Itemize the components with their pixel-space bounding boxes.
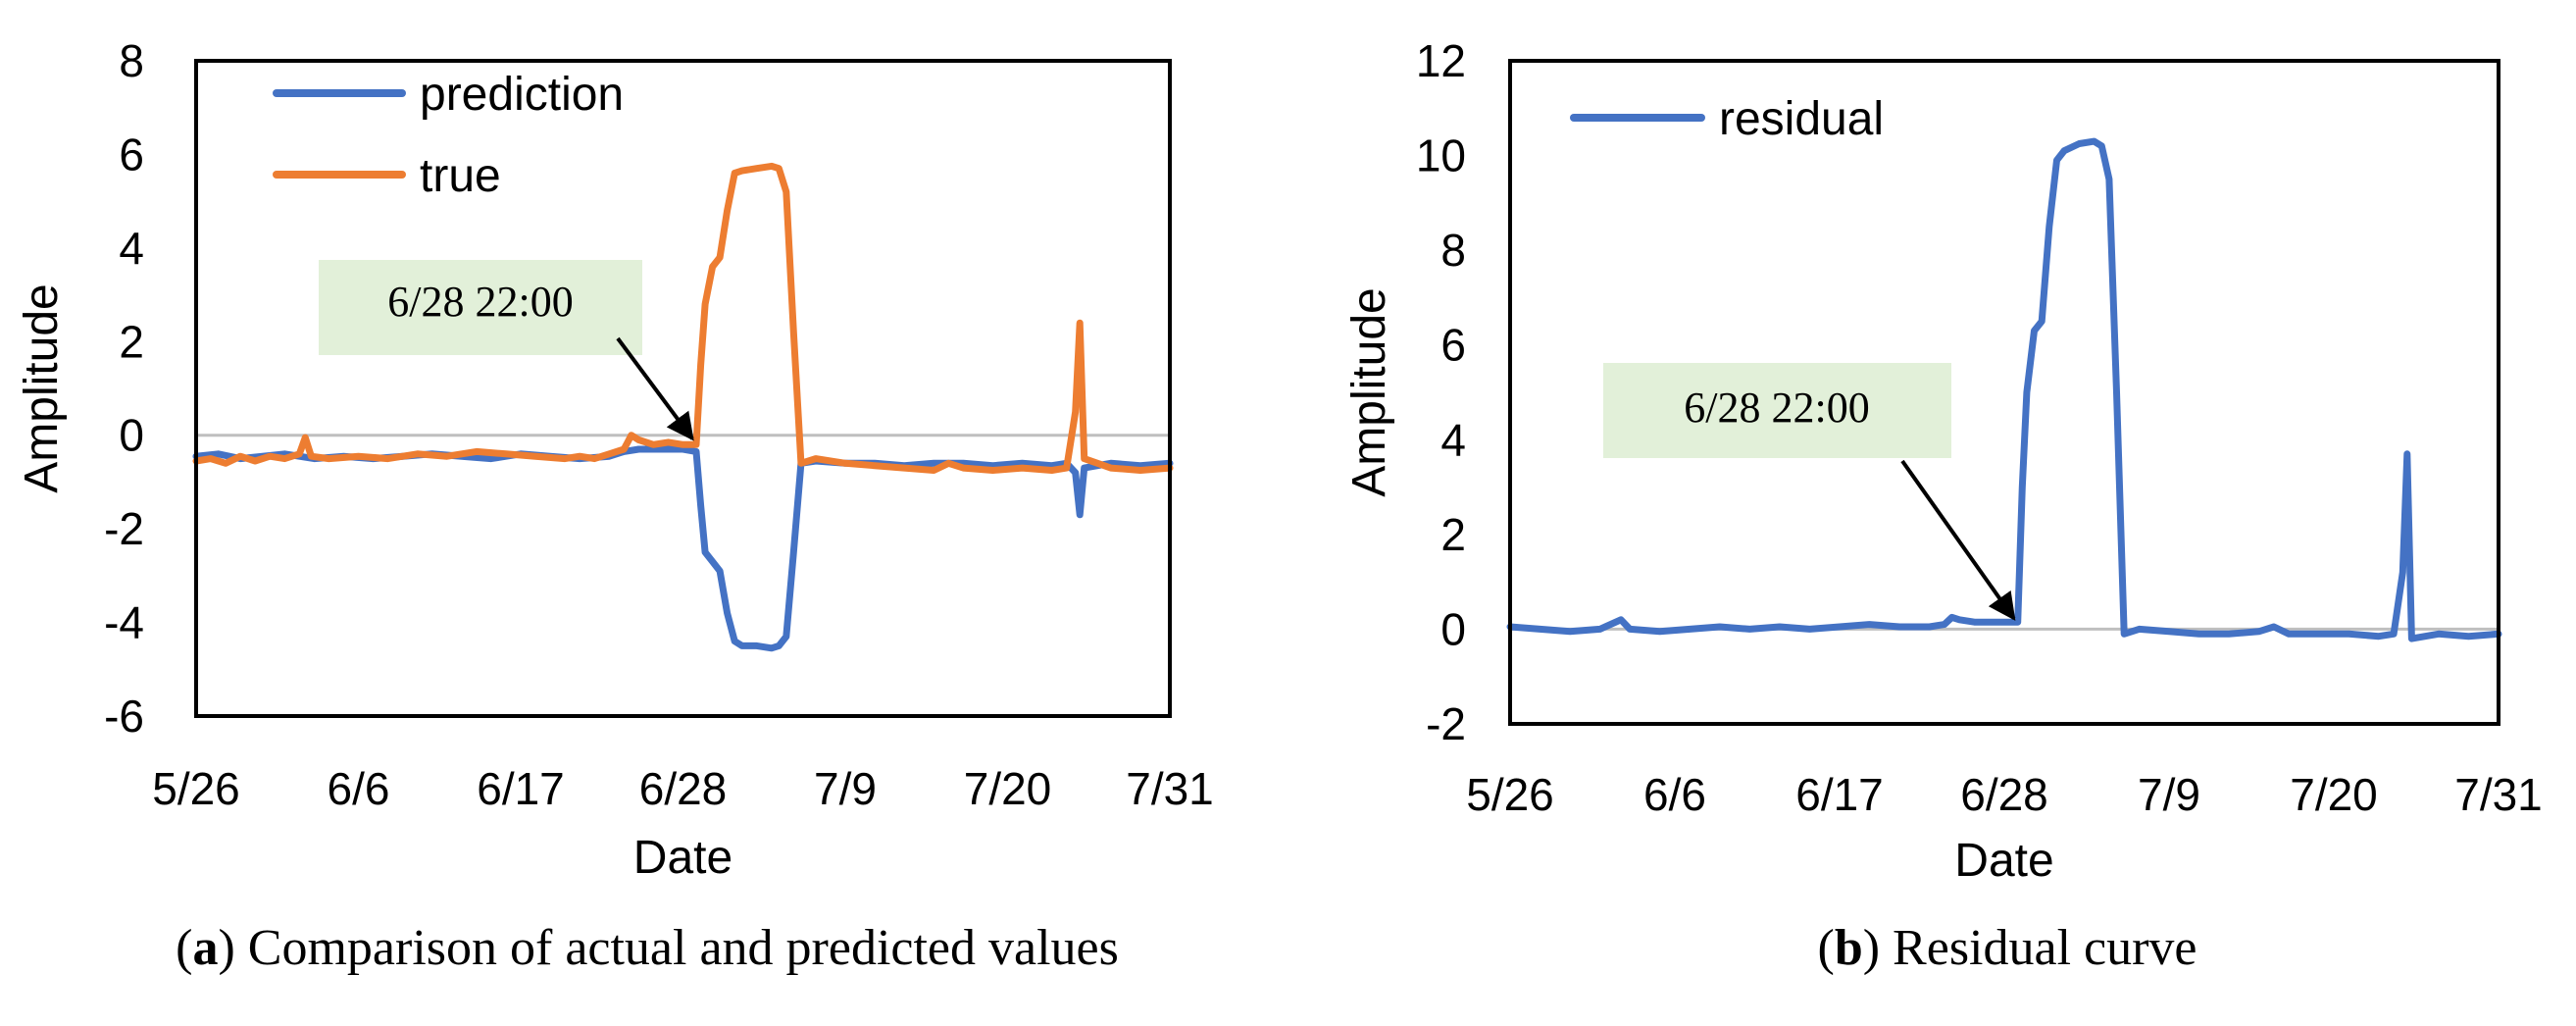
y-tick-label: -2 [1426, 698, 1466, 749]
y-axis-title: Amplitude [1343, 287, 1395, 496]
legend-label-true: true [420, 150, 501, 202]
x-tick-label: 7/9 [2138, 769, 2200, 820]
annotation-text: 6/28 22:00 [1684, 384, 1869, 432]
y-axis-title: Amplitude [16, 283, 68, 492]
y-tick-label: 6 [119, 128, 144, 180]
x-tick-label: 6/17 [477, 763, 565, 814]
y-tick-label: -4 [104, 597, 144, 648]
y-tick-label: 12 [1416, 35, 1466, 86]
series-line-true [192, 162, 1174, 474]
x-axis-title: Date [1954, 835, 2053, 887]
x-tick-label: 7/31 [2454, 769, 2543, 820]
x-tick-label: 7/20 [964, 763, 1052, 814]
y-tick-label: 8 [1440, 225, 1466, 276]
x-tick-label: 5/26 [1466, 769, 1554, 820]
chart-a: 8 6 4 2 0 -2 -4 -65/26 6/6 6/17 6/28 7/9 7/20 7/31 Dat… [16, 35, 1214, 976]
plot-frame [194, 59, 1172, 718]
caption: (a) Comparison of actual and predicted v… [176, 920, 1119, 976]
x-tick-label: 6/28 [639, 763, 728, 814]
annotation-arrow [1900, 459, 2016, 621]
annotation-arrow [616, 336, 694, 441]
plot-frame [1508, 59, 2500, 726]
caption: (b) Residual curve [1817, 920, 2197, 976]
y-tick-label: -2 [104, 503, 144, 554]
series-line-residual [1506, 137, 2502, 642]
legend-label-prediction: prediction [420, 69, 624, 121]
x-tick-label: 5/26 [152, 763, 240, 814]
series-line-prediction [192, 445, 1174, 652]
y-tick-label: 2 [1440, 509, 1466, 560]
annotation-box [319, 260, 642, 355]
x-tick-label: 6/28 [1960, 769, 2048, 820]
x-tick-label: 6/6 [1643, 769, 1706, 820]
annotation-box [1603, 363, 1951, 458]
x-axis-title: Date [633, 832, 732, 884]
y-tick-label: 6 [1440, 320, 1466, 371]
y-tick-label: 4 [119, 223, 144, 274]
y-tick-label: 0 [119, 410, 144, 461]
x-tick-label: 7/9 [814, 763, 877, 814]
y-tick-label: 8 [119, 35, 144, 86]
y-tick-label: 10 [1416, 130, 1466, 181]
x-tick-label: 7/31 [1126, 763, 1214, 814]
legend-label-residual: residual [1719, 93, 1884, 145]
x-tick-label: 6/17 [1795, 769, 1884, 820]
chart-b: 12 10 8 6 4 2 0 -25/26 6/6 6/17 6/28 7/9 7/20 7/31 Dat… [1343, 35, 2543, 976]
y-tick-label: -6 [104, 691, 144, 742]
y-tick-label: 4 [1440, 414, 1466, 465]
x-tick-label: 6/6 [328, 763, 390, 814]
y-tick-label: 2 [119, 316, 144, 367]
y-tick-label: 0 [1440, 603, 1466, 654]
x-tick-label: 7/20 [2290, 769, 2378, 820]
annotation-text: 6/28 22:00 [387, 278, 573, 326]
